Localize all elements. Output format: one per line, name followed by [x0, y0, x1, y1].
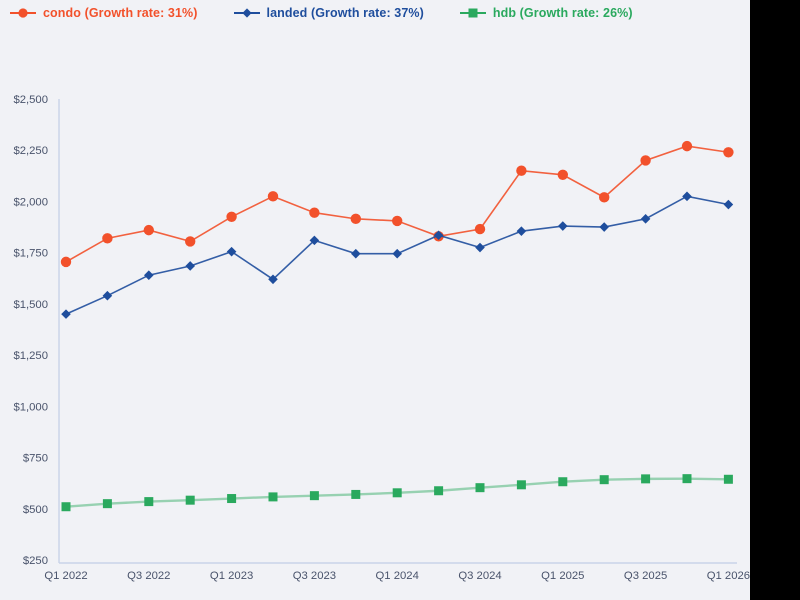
condo-data-point[interactable] [516, 165, 527, 176]
condo-data-point[interactable] [599, 192, 610, 203]
condo-data-point[interactable] [102, 233, 113, 244]
hdb-data-point[interactable] [516, 480, 526, 490]
legend-item-label: condo (Growth rate: 31%) [43, 6, 198, 20]
x-tick-label: Q3 2025 [624, 570, 667, 582]
legend-item-label: hdb (Growth rate: 26%) [492, 6, 633, 20]
hdb-data-point[interactable] [723, 474, 733, 484]
legend-item-condo[interactable]: condo (Growth rate: 31%) [10, 6, 198, 20]
landed-data-point[interactable] [516, 226, 527, 236]
hdb-data-point[interactable] [309, 491, 319, 501]
landed-data-point[interactable] [185, 261, 195, 271]
hdb-data-point[interactable] [144, 497, 154, 507]
y-tick-label: $1,750 [13, 248, 48, 260]
hdb-data-point[interactable] [351, 489, 361, 499]
landed-data-point[interactable] [309, 235, 320, 246]
hdb-legend-square-icon [459, 8, 486, 18]
condo-series-line [65, 145, 729, 263]
condo-data-point[interactable] [60, 256, 72, 268]
landed-data-point[interactable] [351, 248, 361, 259]
y-tick-label: $2,000 [13, 196, 48, 208]
hdb-data-point[interactable] [558, 477, 568, 487]
landed-legend-diamond-icon [233, 8, 260, 18]
landed-data-point[interactable] [599, 222, 609, 232]
y-tick-label: $2,250 [13, 145, 48, 157]
x-tick-label: Q1 2025 [541, 570, 584, 582]
condo-data-point[interactable] [267, 191, 279, 202]
condo-data-point[interactable] [640, 155, 651, 166]
landed-data-point[interactable] [61, 309, 71, 319]
hdb-data-point[interactable] [682, 474, 692, 484]
condo-data-point[interactable] [309, 207, 320, 218]
landed-data-point[interactable] [144, 270, 154, 281]
y-tick-label: $750 [23, 453, 48, 465]
y-tick-label: $250 [23, 555, 48, 567]
x-tick-label: Q1 2022 [44, 570, 87, 582]
condo-data-point[interactable] [350, 213, 361, 225]
x-tick-label: Q3 2022 [127, 570, 170, 582]
landed-data-point[interactable] [640, 214, 651, 224]
x-tick-label: Q1 2023 [210, 570, 253, 582]
condo-data-point[interactable] [185, 236, 196, 247]
y-tick-label: $2,500 [13, 94, 48, 106]
landed-data-point[interactable] [268, 274, 278, 285]
hdb-data-point[interactable] [102, 499, 112, 509]
condo-data-point[interactable] [474, 223, 486, 235]
condo-legend-circle-icon [10, 8, 36, 18]
hdb-data-point[interactable] [434, 486, 444, 496]
landed-data-point[interactable] [102, 290, 113, 301]
x-tick-label: Q3 2023 [293, 570, 336, 582]
condo-data-point[interactable] [723, 147, 734, 158]
hdb-data-point[interactable] [392, 488, 402, 498]
landed-data-point[interactable] [475, 242, 485, 253]
right-edge-black-bar [750, 0, 800, 600]
hdb-data-point[interactable] [641, 474, 651, 484]
landed-data-point[interactable] [558, 221, 568, 231]
landed-data-point[interactable] [226, 246, 237, 257]
legend-item-label: landed (Growth rate: 37%) [266, 6, 424, 20]
condo-data-point[interactable] [226, 211, 237, 223]
x-tick-label: Q1 2026 [707, 570, 750, 582]
landed-data-point[interactable] [682, 191, 692, 202]
x-tick-label: Q3 2024 [458, 570, 501, 582]
hdb-data-point[interactable] [185, 495, 195, 505]
legend-item-hdb[interactable]: hdb (Growth rate: 26%) [459, 6, 633, 20]
y-tick-label: $1,500 [13, 299, 48, 311]
y-tick-label: $1,000 [13, 401, 48, 413]
landed-data-point[interactable] [392, 248, 402, 259]
legend-item-landed[interactable]: landed (Growth rate: 37%) [233, 6, 424, 20]
landed-data-point[interactable] [433, 230, 444, 241]
y-tick-label: $500 [23, 504, 48, 516]
condo-data-point[interactable] [557, 169, 568, 181]
condo-data-point[interactable] [681, 140, 693, 152]
hdb-data-point[interactable] [475, 483, 485, 493]
hdb-data-point[interactable] [61, 502, 71, 512]
chart-legend: condo (Growth rate: 31%) landed (Growth r… [10, 6, 633, 20]
condo-data-point[interactable] [143, 224, 154, 236]
landed-data-point[interactable] [723, 199, 734, 210]
condo-data-point[interactable] [392, 215, 403, 227]
hdb-data-point[interactable] [599, 475, 609, 485]
hdb-data-point[interactable] [227, 494, 237, 504]
y-tick-label: $1,250 [13, 350, 48, 362]
x-tick-label: Q1 2024 [376, 570, 419, 582]
hdb-data-point[interactable] [268, 492, 278, 502]
